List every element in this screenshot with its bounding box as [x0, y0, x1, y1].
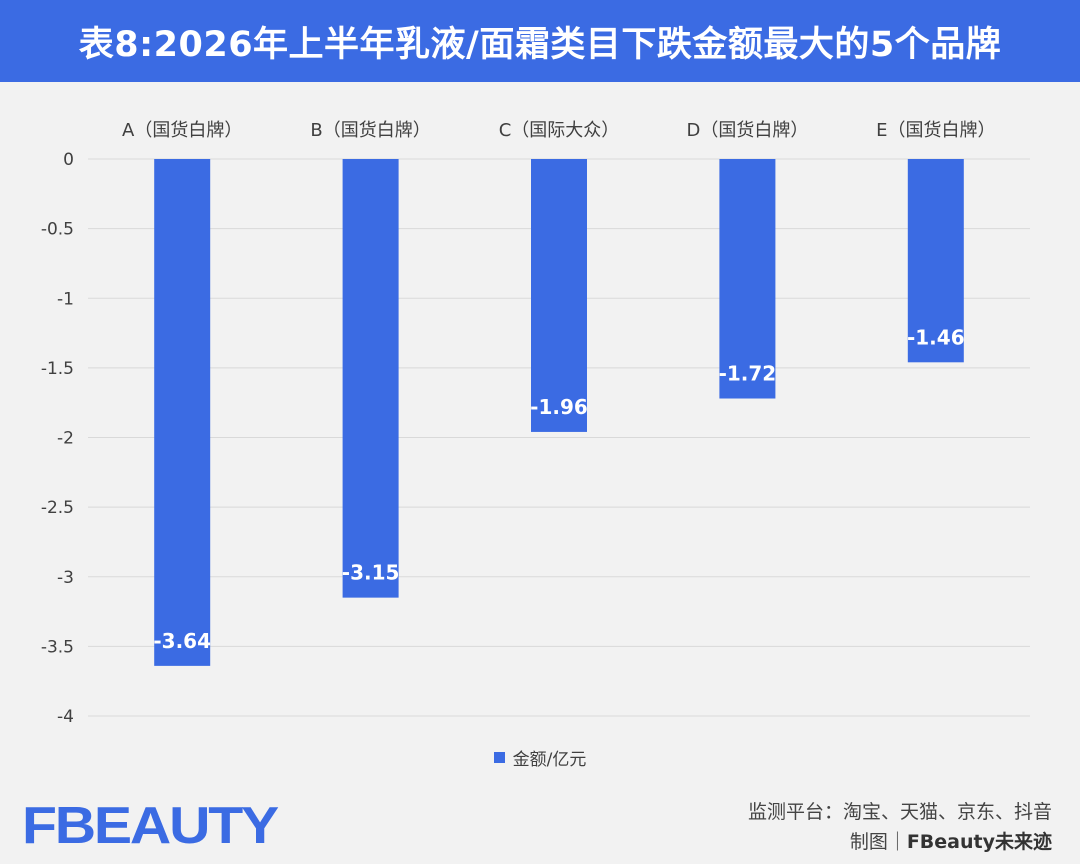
y-tick-label: -1.5 [41, 359, 74, 379]
bar-d [719, 159, 776, 399]
credit-prefix: 制图｜ [849, 831, 907, 853]
title-bar: 表8:2026年上半年乳液/面霜类目下跌金额最大的5个品牌 [0, 0, 1080, 82]
category-label: C（国际大众） [499, 120, 620, 141]
credit-brand: FBeauty未来迹 [906, 831, 1052, 853]
source-note: 监测平台：淘宝、天猫、京东、抖音 制图｜FBeauty未来迹 [748, 797, 1052, 857]
legend-label: 金额/亿元 [512, 750, 587, 770]
category-label: D（国货白牌） [686, 120, 808, 141]
category-label: A（国货白牌） [122, 120, 242, 141]
bar-b [342, 159, 399, 598]
page-title: 表8:2026年上半年乳液/面霜类目下跌金额最大的5个品牌 [78, 24, 1002, 65]
legend-swatch [493, 752, 505, 763]
bar-chart: 0 -0.5 -1 -1.5 -2 -2.5 -3 -3.5 -4 A（国货白牌） -3.64 B（国… [36, 112, 1046, 752]
data-label: -3.15 [342, 561, 400, 585]
data-label: -1.46 [907, 325, 965, 349]
bar-c [531, 159, 587, 432]
y-tick-label: -0.5 [41, 220, 74, 240]
bar-e [907, 159, 964, 363]
category-label: E（国货白牌） [876, 120, 995, 141]
bar-a [154, 159, 211, 666]
y-tick-label: -3.5 [41, 637, 74, 657]
y-tick-label: -1 [57, 289, 74, 309]
y-tick-label: -4 [57, 707, 74, 727]
chart-legend: 金额/亿元 [0, 745, 1080, 770]
credit-line: 制图｜FBeauty未来迹 [748, 827, 1052, 857]
category-label: B（国货白牌） [310, 120, 430, 141]
source-line: 监测平台：淘宝、天猫、京东、抖音 [747, 801, 1052, 823]
logo-text: FBEAUTY [22, 797, 278, 851]
y-tick-label: -3 [57, 568, 74, 588]
y-tick-label: -2 [57, 429, 74, 449]
fbeauty-logo: FBEAUTY [22, 797, 280, 851]
chart-area: 0 -0.5 -1 -1.5 -2 -2.5 -3 -3.5 -4 A（国货白牌） -3.64 B（国… [0, 82, 1080, 782]
data-label: -1.72 [719, 362, 777, 386]
data-label: -1.96 [530, 395, 588, 419]
y-tick-label: -2.5 [41, 498, 74, 518]
data-label: -3.64 [153, 629, 211, 653]
y-tick-label: 0 [63, 150, 74, 170]
